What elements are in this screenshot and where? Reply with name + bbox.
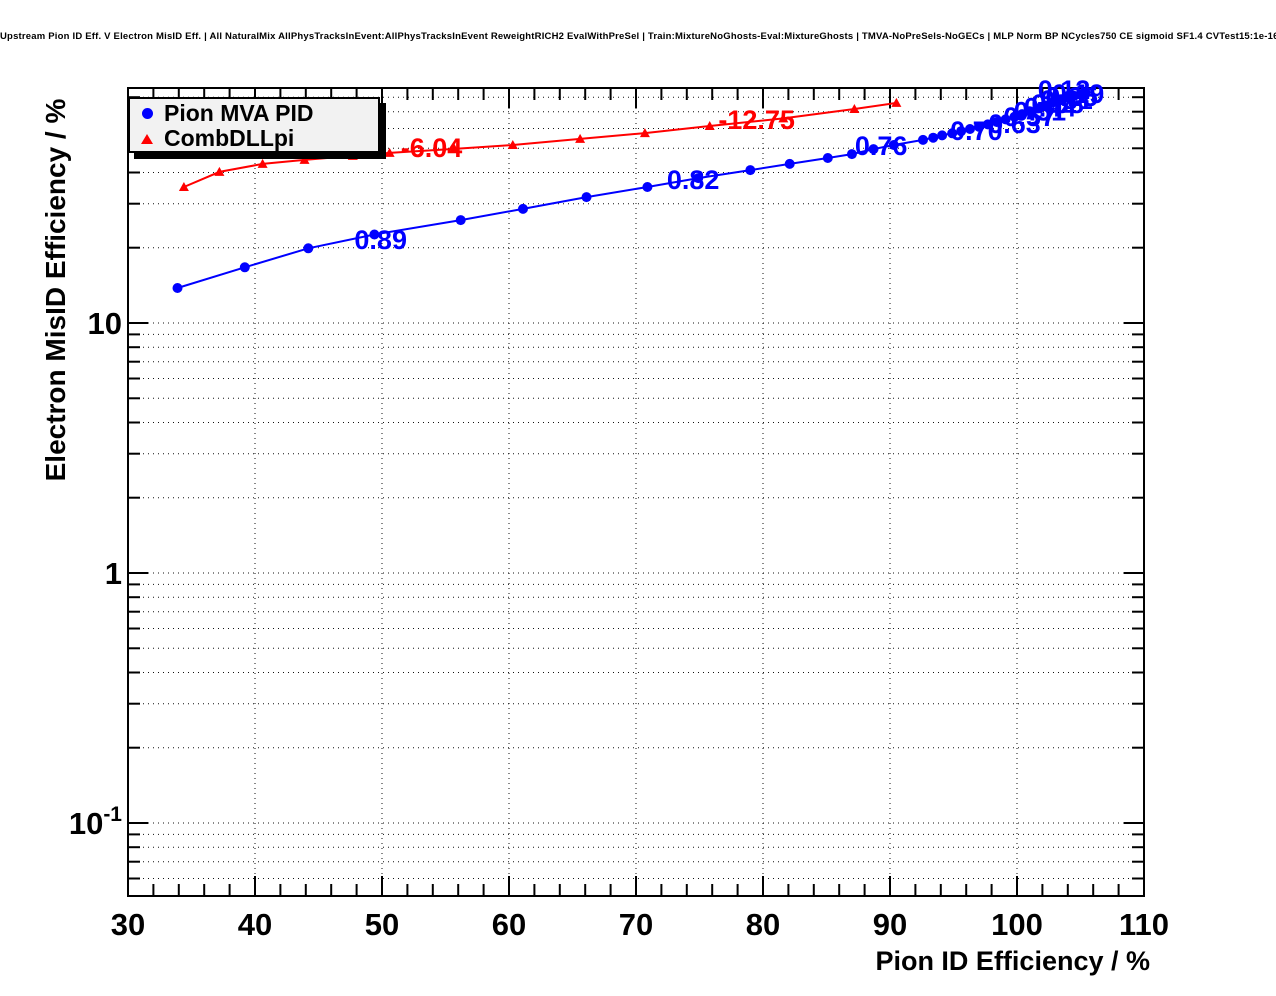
svg-text:110: 110 — [1119, 907, 1169, 942]
legend-entry-combdllpi: CombDLLpi — [130, 126, 378, 151]
svg-text:10-1: 10-1 — [69, 803, 122, 841]
svg-text:60: 60 — [492, 907, 526, 942]
svg-text:0.38: 0.38 — [1031, 89, 1084, 119]
legend-label: CombDLLpi — [164, 125, 295, 151]
svg-text:0.89: 0.89 — [354, 225, 407, 255]
svg-text:10: 10 — [88, 306, 122, 341]
svg-text:80: 80 — [746, 907, 780, 942]
svg-text:0.31: 0.31 — [1040, 85, 1093, 115]
svg-text:0.70: 0.70 — [950, 116, 1003, 146]
svg-text:90: 90 — [873, 907, 907, 942]
svg-text:40: 40 — [238, 907, 272, 942]
svg-text:0.57: 0.57 — [1003, 102, 1056, 132]
legend-box: Pion MVA PID CombDLLpi — [128, 97, 380, 153]
svg-text:30: 30 — [111, 907, 145, 942]
legend-label: Pion MVA PID — [164, 100, 314, 126]
svg-text:-6.04: -6.04 — [401, 133, 463, 163]
svg-text:0.12: 0.12 — [1038, 75, 1091, 105]
svg-text:0.63: 0.63 — [988, 109, 1041, 139]
svg-text:100: 100 — [991, 907, 1043, 942]
svg-text:0.19: 0.19 — [1052, 79, 1105, 109]
svg-text:-12.75: -12.75 — [718, 105, 795, 135]
svg-text:0.44: 0.44 — [1024, 92, 1077, 122]
svg-text:0.51: 0.51 — [1014, 97, 1067, 127]
svg-text:1: 1 — [105, 556, 122, 591]
svg-text:0.76: 0.76 — [855, 131, 908, 161]
svg-text:0.82: 0.82 — [667, 165, 720, 195]
legend-entry-pion-mva: Pion MVA PID — [130, 101, 378, 126]
blue-circle-icon — [130, 108, 164, 119]
svg-text:0.25: 0.25 — [1045, 82, 1098, 112]
plot-title: Upstream Pion ID Eff. V Electron MisID E… — [0, 31, 1276, 42]
svg-text:50: 50 — [365, 907, 399, 942]
y-axis-title: Electron MisID Efficiency / % — [40, 98, 71, 482]
svg-text:70: 70 — [619, 907, 653, 942]
x-axis-title: Pion ID Efficiency / % — [875, 946, 1150, 976]
red-triangle-icon — [130, 133, 164, 144]
